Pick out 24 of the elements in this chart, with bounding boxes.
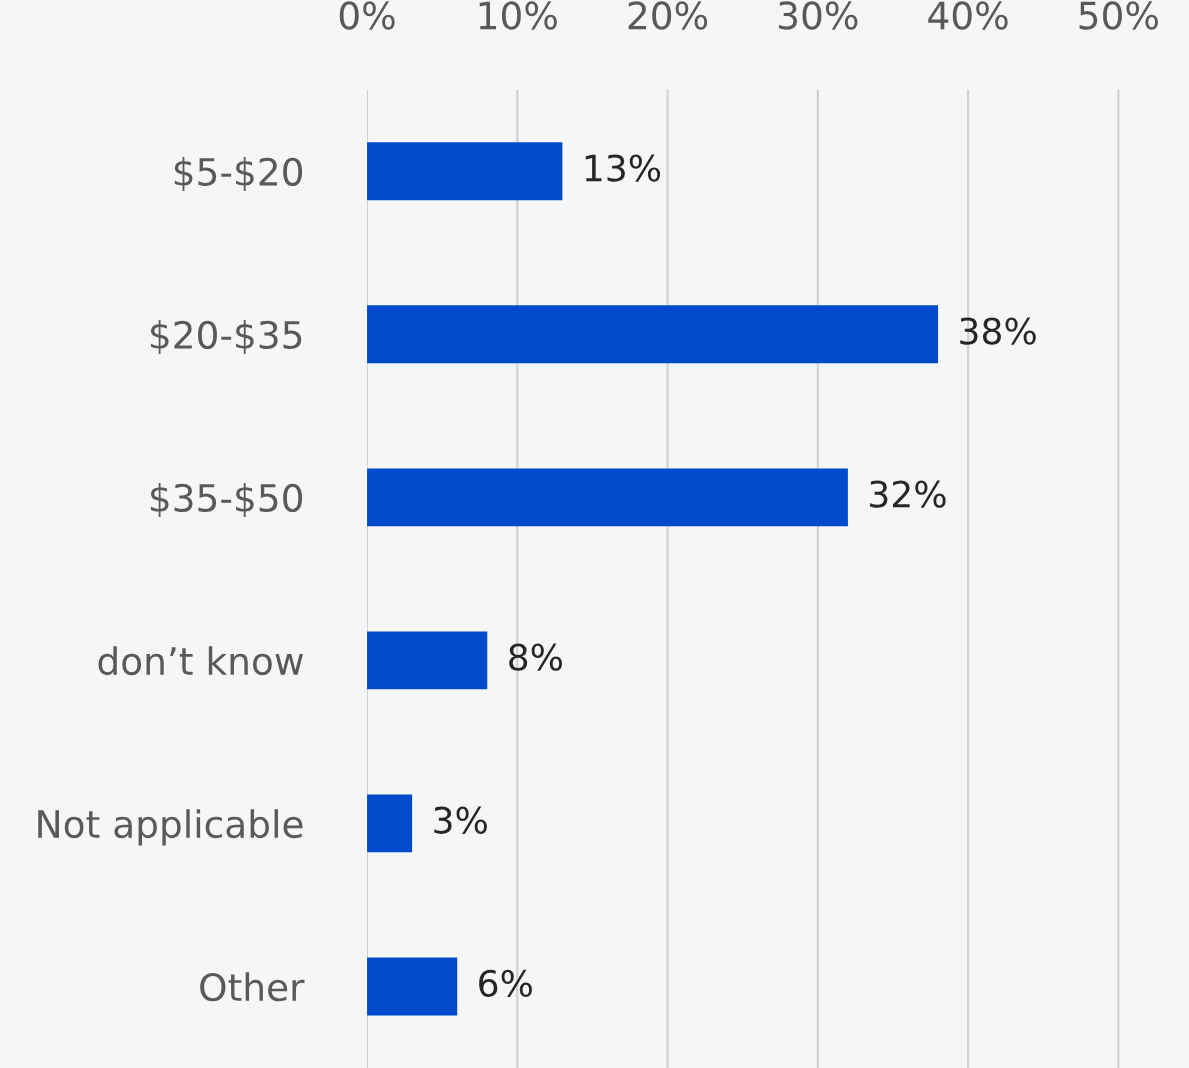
bar <box>367 305 939 364</box>
data-label: 13% <box>585 154 661 182</box>
x-tick-label: 10% <box>479 1 557 30</box>
y-tick-label: Other <box>200 972 305 1002</box>
data-label: 3% <box>434 806 487 834</box>
x-tick-label: 0% <box>339 1 395 30</box>
y-tick-label: don’t know <box>98 646 303 676</box>
y-tick-label: $35-$50 <box>150 483 303 518</box>
data-label: 6% <box>479 969 532 997</box>
bar <box>367 631 488 690</box>
bar <box>367 957 458 1016</box>
y-tick-label: Not applicable <box>38 809 303 846</box>
x-tick-label: 30% <box>779 1 858 30</box>
bar <box>367 794 413 853</box>
x-tick-label: 50% <box>1079 1 1158 30</box>
x-tick-label: 20% <box>628 1 708 30</box>
data-label: 8% <box>509 643 562 671</box>
x-tick-label: 40% <box>928 1 1008 30</box>
data-label: 38% <box>960 317 1036 345</box>
data-label: 32% <box>870 480 946 508</box>
y-tick-label: $20-$35 <box>150 320 302 355</box>
bar <box>367 468 848 527</box>
bar <box>367 142 563 201</box>
y-tick-label: $5-$20 <box>174 156 303 191</box>
